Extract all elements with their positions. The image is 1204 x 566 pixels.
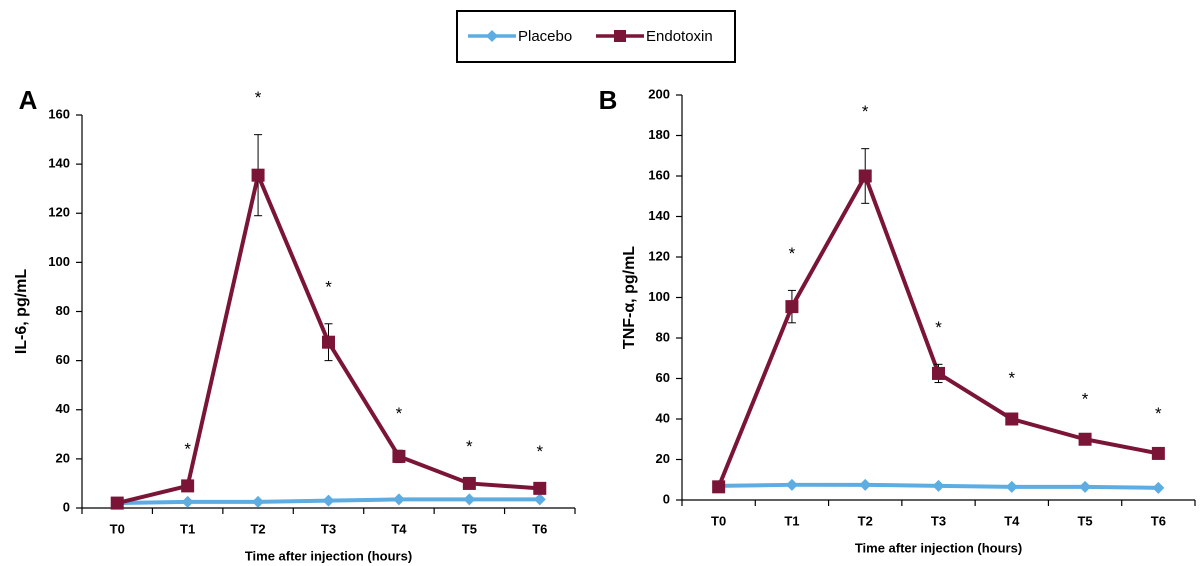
y-tick-label: 160 <box>48 106 70 121</box>
data-point-placebo <box>932 479 945 492</box>
data-point-placebo <box>322 494 335 507</box>
y-tick-label: 80 <box>656 329 670 344</box>
y-tick-label: 20 <box>56 450 70 465</box>
significance-asterisk: * <box>1082 390 1089 409</box>
significance-asterisk: * <box>255 88 262 107</box>
data-point-endotoxin <box>858 169 872 183</box>
data-point-endotoxin <box>1151 446 1165 460</box>
data-point-placebo <box>1152 481 1165 494</box>
y-tick-label: 60 <box>656 370 670 385</box>
x-tick-label: T0 <box>711 513 726 528</box>
data-point-endotoxin <box>462 476 476 490</box>
data-point-placebo <box>392 493 405 506</box>
significance-asterisk: * <box>396 404 403 423</box>
data-point-endotoxin <box>322 335 335 349</box>
data-point-placebo <box>181 495 194 508</box>
data-point-endotoxin <box>932 366 945 380</box>
panel-label: B <box>599 85 618 115</box>
y-tick-label: 140 <box>648 208 670 223</box>
data-point-endotoxin <box>712 480 726 494</box>
significance-asterisk: * <box>789 244 796 263</box>
significance-asterisk: * <box>536 442 543 461</box>
y-tick-label: 60 <box>56 352 70 367</box>
data-point-endotoxin <box>110 496 124 510</box>
y-tick-label: 100 <box>48 254 70 269</box>
data-point-placebo <box>1079 480 1092 493</box>
significance-asterisk: * <box>466 437 473 456</box>
endotoxin-line-square-icon <box>596 30 644 42</box>
y-tick-label: 200 <box>648 86 670 101</box>
x-tick-label: T6 <box>532 521 547 536</box>
x-tick-label: T2 <box>858 513 873 528</box>
significance-asterisk: * <box>1155 404 1162 423</box>
placebo-line-diamond-icon <box>468 30 516 42</box>
y-tick-label: 120 <box>648 248 670 263</box>
data-point-placebo <box>252 495 265 508</box>
data-point-placebo <box>533 493 546 506</box>
significance-asterisk: * <box>862 102 869 121</box>
x-tick-label: T4 <box>391 521 407 536</box>
significance-asterisk: * <box>1008 368 1015 387</box>
significance-asterisk: * <box>325 277 332 296</box>
data-point-endotoxin <box>1078 432 1092 446</box>
x-tick-label: T0 <box>110 521 125 536</box>
x-tick-label: T2 <box>250 521 265 536</box>
data-point-endotoxin <box>251 168 265 182</box>
data-point-placebo <box>785 478 798 491</box>
x-tick-label: T3 <box>931 513 946 528</box>
data-point-placebo <box>463 493 476 506</box>
data-point-endotoxin <box>785 300 799 314</box>
x-tick-label: T3 <box>321 521 336 536</box>
y-tick-label: 120 <box>48 205 70 220</box>
x-tick-label: T1 <box>784 513 799 528</box>
y-tick-label: 20 <box>656 451 670 466</box>
data-point-placebo <box>1005 480 1018 493</box>
y-tick-label: 0 <box>63 499 70 514</box>
data-point-endotoxin <box>1005 412 1019 426</box>
data-point-placebo <box>859 478 872 491</box>
y-tick-label: 160 <box>648 167 670 182</box>
significance-asterisk: * <box>184 439 191 458</box>
x-axis-label: Time after injection (hours) <box>855 540 1022 555</box>
legend-item-placebo: Placebo <box>468 24 572 48</box>
y-axis-label: TNF-α, pg/mL <box>621 246 638 349</box>
y-tick-label: 0 <box>663 491 670 506</box>
data-point-endotoxin <box>392 449 406 463</box>
x-tick-label: T1 <box>180 521 195 536</box>
x-tick-label: T6 <box>1151 513 1166 528</box>
legend-label-endotoxin: Endotoxin <box>646 27 713 45</box>
significance-asterisk: * <box>935 318 942 337</box>
legend-item-endotoxin: Endotoxin <box>596 24 713 48</box>
y-tick-label: 100 <box>648 289 670 304</box>
data-point-endotoxin <box>533 481 547 495</box>
x-tick-label: T4 <box>1004 513 1020 528</box>
legend: Placebo Endotoxin <box>456 10 736 63</box>
x-tick-label: T5 <box>1077 513 1092 528</box>
x-tick-label: T5 <box>462 521 477 536</box>
y-tick-label: 140 <box>48 156 70 171</box>
panel-label: A <box>19 85 38 115</box>
data-point-endotoxin <box>181 479 195 493</box>
y-tick-label: 80 <box>56 303 70 318</box>
y-tick-label: 40 <box>656 410 670 425</box>
y-axis-label: IL-6, pg/mL <box>13 269 30 355</box>
legend-label-placebo: Placebo <box>518 27 573 45</box>
y-tick-label: 40 <box>56 401 70 416</box>
chart-a-il6: A 0 20 40 60 80 100 120 140 160 T0 T1 T2 T3 T4 T5 T6 Time… <box>13 85 576 563</box>
x-axis-label: Time after injection (hours) <box>245 548 412 563</box>
y-tick-label: 180 <box>648 127 670 142</box>
